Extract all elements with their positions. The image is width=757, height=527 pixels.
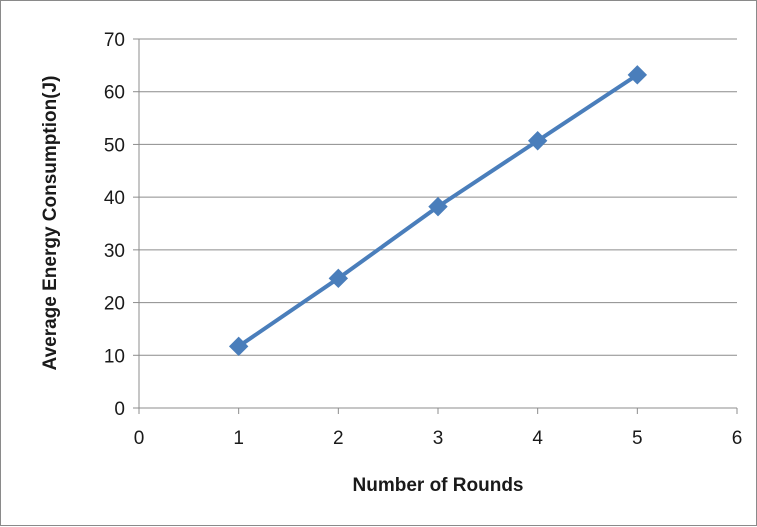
- series: [228, 65, 648, 357]
- axes: [133, 38, 738, 414]
- y-tick-label: 50: [104, 135, 125, 156]
- y-tick-labels: 0 10 20 30 40 50 60 70: [104, 30, 125, 420]
- data-point: [228, 336, 249, 357]
- data-point: [428, 196, 448, 217]
- y-tick-label: 0: [114, 399, 125, 420]
- gridlines: [139, 38, 737, 356]
- y-tick-label: 20: [104, 294, 125, 315]
- y-tick-label: 70: [104, 30, 125, 51]
- x-tick-labels: 0 1 2 3 4 5 6: [134, 428, 743, 449]
- y-axis-title: Average Energy Consumption(J): [40, 76, 61, 371]
- x-tick-label: 6: [732, 428, 743, 449]
- x-tick-label: 2: [333, 428, 344, 449]
- x-tick-label: 3: [433, 428, 444, 449]
- x-tick-label: 0: [134, 428, 145, 449]
- y-tick-label: 40: [104, 188, 125, 209]
- data-point: [627, 65, 648, 85]
- x-tick-label: 5: [632, 428, 643, 449]
- data-point: [527, 131, 548, 151]
- x-tick-label: 4: [532, 428, 543, 449]
- data-point: [328, 268, 349, 289]
- y-tick-label: 10: [104, 346, 125, 367]
- x-axis-title: Number of Rounds: [353, 475, 524, 496]
- x-tick-label: 1: [233, 428, 244, 449]
- y-tick-label: 60: [104, 83, 125, 104]
- y-tick-label: 30: [104, 241, 125, 262]
